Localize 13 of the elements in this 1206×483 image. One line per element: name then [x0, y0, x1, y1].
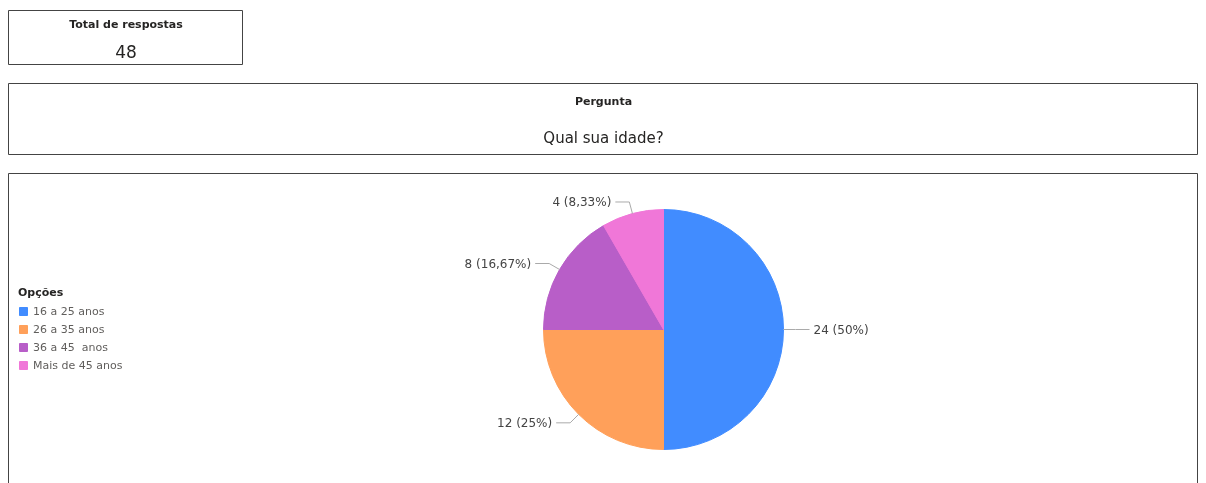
- data-label: 8 (16,67%): [464, 256, 532, 271]
- data-label: 24 (50%): [813, 322, 869, 337]
- legend-title: Opções: [18, 286, 65, 299]
- legend-label: 36 a 45 anos: [33, 340, 108, 354]
- text: Total de respostas: [69, 17, 184, 31]
- data-label: 4 (8,33%): [552, 195, 612, 209]
- text: Qual sua idade?: [543, 128, 664, 147]
- legend-label: 16 a 25 anos: [33, 304, 105, 318]
- legend-label: Mais de 45 anos: [33, 358, 123, 372]
- data-label: 12 (25%): [497, 415, 553, 430]
- text: 48: [115, 42, 137, 63]
- text: Pergunta: [574, 95, 633, 108]
- legend-label: 26 a 35 anos: [33, 322, 105, 336]
